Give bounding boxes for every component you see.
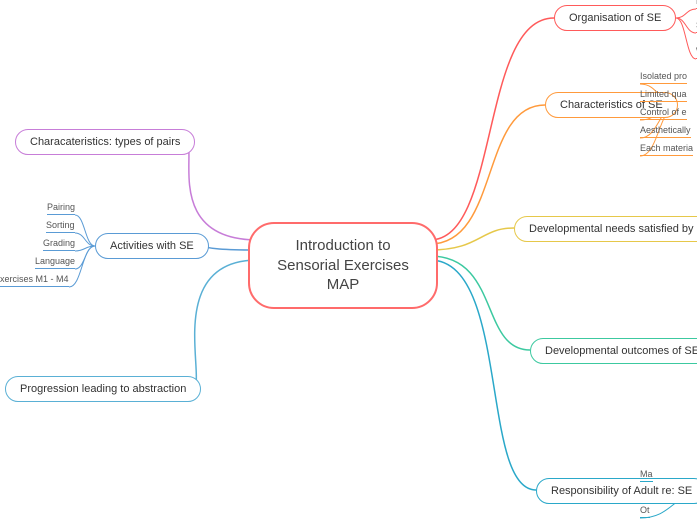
leaf-char-2[interactable]: Control of e: [640, 105, 687, 120]
leaf-act-4[interactable]: xercises M1 - M4: [0, 272, 69, 287]
leaf-char-1[interactable]: Limited qua: [640, 87, 687, 102]
leaf-resp-1[interactable]: Ot: [640, 503, 650, 518]
leaf-act-2[interactable]: Grading: [43, 236, 75, 251]
branch-node-resp[interactable]: Responsibility of Adult re: SE: [536, 478, 697, 504]
leaf-act-3[interactable]: Language: [35, 254, 75, 269]
branch-curve-pairs: [185, 142, 258, 240]
branch-node-org[interactable]: Organisation of SE: [554, 5, 676, 31]
leaf-act-1[interactable]: Sorting: [46, 218, 75, 233]
leaf-curve: [75, 215, 95, 246]
branch-label: Progression leading to abstraction: [20, 383, 186, 395]
branch-curve-dev: [430, 228, 514, 250]
branch-node-act[interactable]: Activities with SE: [95, 233, 209, 259]
branch-label: Developmental outcomes of SE: [545, 345, 697, 357]
branch-curve-out: [430, 256, 530, 350]
leaf-curve: [676, 18, 696, 33]
branch-label: Activities with SE: [110, 240, 194, 252]
branch-node-out[interactable]: Developmental outcomes of SE: [530, 338, 697, 364]
leaf-act-0[interactable]: Pairing: [47, 200, 75, 215]
center-node[interactable]: Introduction toSensorial Exercises MAP: [248, 222, 438, 309]
leaf-curve: [676, 9, 696, 18]
leaf-resp-0[interactable]: Ma: [640, 467, 653, 482]
branch-node-dev[interactable]: Developmental needs satisfied by SE: [514, 216, 697, 242]
branch-label: Organisation of SE: [569, 12, 661, 24]
branch-node-pairs[interactable]: Characateristics: types of pairs: [15, 129, 195, 155]
branch-label: Characateristics: types of pairs: [30, 136, 180, 148]
leaf-curve: [676, 18, 696, 59]
leaf-char-0[interactable]: Isolated pro: [640, 69, 687, 84]
leaf-char-4[interactable]: Each materia: [640, 141, 693, 156]
leaf-char-3[interactable]: Aesthetically: [640, 123, 691, 138]
branch-node-prog[interactable]: Progression leading to abstraction: [5, 376, 201, 402]
branch-label: Responsibility of Adult re: SE: [551, 485, 692, 497]
leaf-curve: [75, 233, 95, 246]
branch-label: Developmental needs satisfied by SE: [529, 223, 697, 235]
branch-curve-org: [430, 18, 554, 240]
